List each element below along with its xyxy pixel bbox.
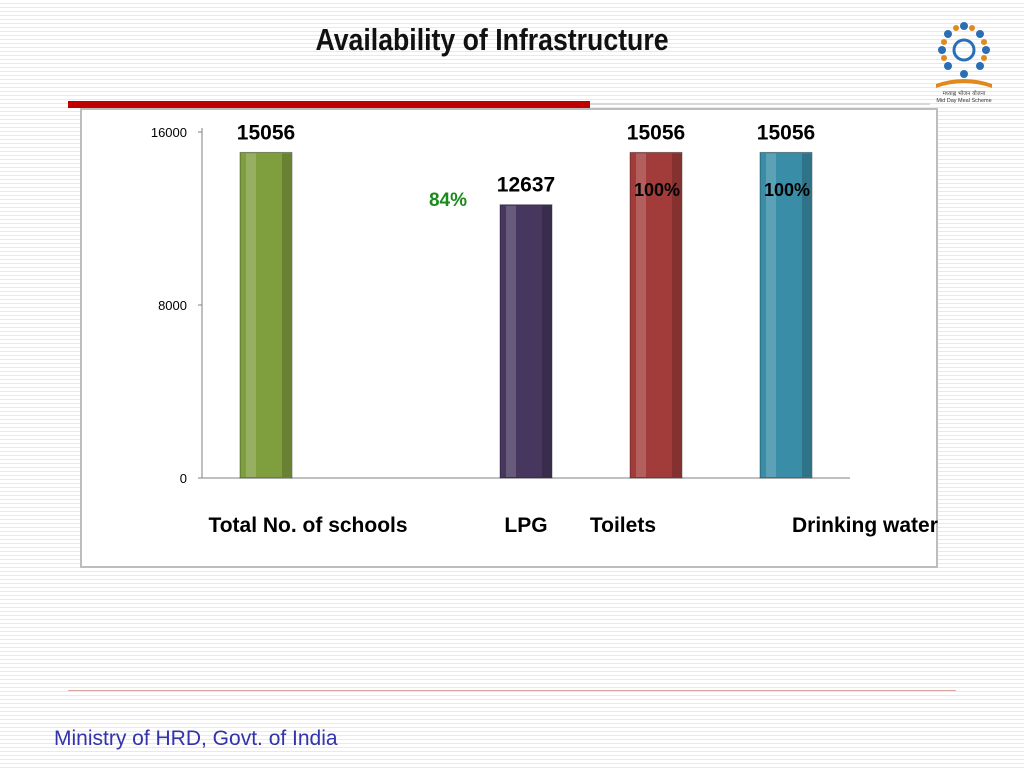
category-label: LPG <box>504 514 547 537</box>
footer-divider <box>68 690 956 691</box>
bar-value-label: 12637 <box>497 174 555 197</box>
title-underline-gray <box>590 103 930 105</box>
y-tick-label: 16000 <box>151 125 187 140</box>
mid-day-meal-logo: मध्याह्न भोजन योजना Mid Day Meal Scheme <box>926 16 1002 106</box>
logo-caption-english: Mid Day Meal Scheme <box>936 98 991 104</box>
category-label: Toilets <box>590 514 656 537</box>
y-tick-label: 8000 <box>158 298 187 313</box>
bar-highlight-1 <box>506 205 516 477</box>
bar-2 <box>629 151 683 479</box>
bar-value-label: 15056 <box>757 121 815 144</box>
bar-highlight-2 <box>636 153 646 477</box>
title-underline-red <box>68 101 590 108</box>
bar-shade-2 <box>672 153 681 477</box>
bar-shade-0 <box>282 153 291 477</box>
bar-highlight-0 <box>246 153 256 477</box>
bar-chart: 0 8000 16000 15056 Total No. of schools 12637… <box>151 121 938 537</box>
y-tick-label: 0 <box>180 471 187 486</box>
bar-value-label: 15056 <box>627 121 685 144</box>
percent-label: 100% <box>634 180 680 200</box>
bar-1 <box>499 204 553 479</box>
bar-3 <box>759 151 813 479</box>
category-label: Total No. of schools <box>208 514 407 537</box>
category-label: Drinking water <box>792 514 938 537</box>
bar-highlight-3 <box>766 153 776 477</box>
chart-container: 0 8000 16000 15056 Total No. of schools 12637… <box>80 108 938 568</box>
slide-title: Availability of Infrastructure <box>315 22 669 57</box>
bar-value-label: 15056 <box>237 121 295 144</box>
percent-label: 84% <box>429 190 467 211</box>
bar-shade-1 <box>542 205 551 477</box>
bar-shade-3 <box>802 153 811 477</box>
logo-caption-hindi: मध्याह्न भोजन योजना <box>943 90 986 97</box>
percent-label: 100% <box>764 180 810 200</box>
footer-text: Ministry of HRD, Govt. of India <box>54 727 338 750</box>
bar-0 <box>239 151 293 479</box>
